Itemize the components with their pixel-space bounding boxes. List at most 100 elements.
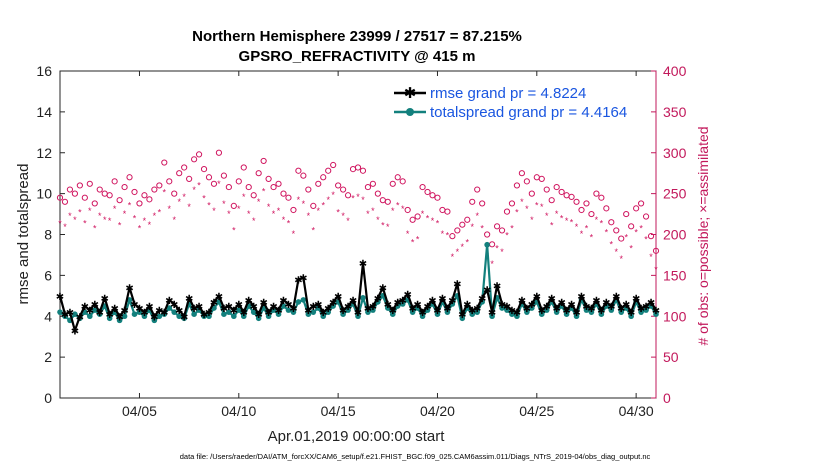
obs-assimilated-point: * — [83, 218, 87, 228]
x-tick-label: 04/25 — [519, 403, 554, 419]
totalspread-point — [106, 315, 113, 322]
obs-possible-point — [280, 190, 287, 197]
obs-possible-point — [479, 200, 486, 207]
totalspread-point — [166, 305, 173, 311]
obs-assimilated-point: * — [168, 204, 172, 214]
totalspread-point — [91, 307, 98, 313]
rmse-point: ✱ — [56, 292, 64, 303]
obs-possible-point — [628, 223, 635, 230]
rmse-point: ✱ — [309, 302, 317, 313]
rmse-point: ✱ — [622, 300, 630, 311]
obs-possible-point — [419, 183, 426, 191]
obs-possible-point — [91, 200, 98, 207]
obs-possible-point — [66, 186, 74, 193]
totalspread-point — [409, 309, 416, 315]
obs-assimilated-point: * — [113, 204, 117, 214]
obs-assimilated-point: * — [331, 190, 335, 200]
obs-assimilated-point: * — [153, 211, 157, 221]
totalspread-point — [275, 311, 282, 318]
obs-assimilated-point: * — [108, 216, 112, 226]
plot-area — [59, 70, 657, 399]
x-axis-label: Apr.01,2019 00:00:00 start — [268, 428, 446, 445]
rmse-point: ✱ — [86, 306, 94, 317]
obs-possible-point — [320, 174, 327, 181]
obs-possible-point — [623, 210, 630, 218]
obs-assimilated-point: * — [525, 204, 529, 214]
y-tick-label: 6 — [44, 267, 52, 283]
obs-possible-point — [86, 180, 93, 187]
obs-assimilated-point: * — [138, 223, 142, 233]
obs-assimilated-point: * — [192, 185, 196, 195]
obs-assimilated-point: * — [431, 216, 435, 226]
obs-possible-point — [399, 178, 406, 185]
obs-assimilated-point: * — [321, 201, 325, 211]
obs-possible-point — [76, 182, 83, 189]
obs-assimilated-point: * — [639, 223, 643, 233]
rmse-point: ✱ — [498, 300, 506, 311]
rmse-point: ✱ — [299, 273, 307, 284]
totalspread-point — [131, 311, 138, 318]
legend-spread-label: totalspread grand pr = 4.4164 — [430, 104, 627, 121]
obs-assimilated-point: * — [595, 215, 599, 225]
obs-assimilated-point: * — [282, 215, 286, 225]
obs-assimilated-point: * — [262, 186, 266, 196]
obs-possible-point — [518, 170, 526, 177]
rmse-point: ✱ — [548, 294, 556, 305]
obs-assimilated-point: * — [93, 223, 97, 233]
obs-possible-point — [647, 233, 655, 240]
totalspread-point — [57, 309, 63, 315]
rmse-point: ✱ — [508, 306, 516, 317]
rmse-point: ✱ — [359, 259, 367, 270]
totalspread-point — [250, 309, 257, 315]
obs-possible-point — [116, 197, 123, 204]
legend-spread-marker — [406, 108, 414, 116]
y-tick-label: 2 — [44, 349, 52, 365]
legend-rmse-marker: ✱ — [404, 85, 417, 102]
rmse-point: ✱ — [572, 308, 580, 319]
obs-assimilated-point: * — [98, 211, 102, 221]
rmse-point: ✱ — [543, 302, 551, 313]
obs-assimilated-point: * — [217, 179, 221, 189]
rmse-point: ✱ — [518, 296, 526, 307]
obs-assimilated-point: * — [272, 209, 276, 219]
obs-possible-point — [230, 202, 237, 209]
obs-assimilated-point: * — [182, 192, 186, 202]
obs-possible-point — [315, 180, 322, 187]
obs-assimilated-point: * — [222, 199, 226, 209]
obs-assimilated-point: * — [63, 222, 67, 232]
obs-possible-point — [578, 206, 585, 214]
obs-possible-point — [513, 182, 521, 189]
obs-assimilated-point: * — [629, 243, 633, 253]
obs-possible-point — [255, 170, 262, 177]
rmse-point: ✱ — [637, 304, 645, 315]
obs-possible-point — [141, 192, 148, 199]
obs-assimilated-point: * — [232, 225, 236, 235]
obs-possible-point — [354, 164, 362, 171]
obs-possible-point — [374, 190, 381, 197]
obs-possible-point — [409, 216, 416, 223]
obs-assimilated-point: * — [257, 197, 261, 207]
rmse-point: ✱ — [448, 296, 456, 307]
obs-assimilated-point: * — [302, 199, 306, 209]
rmse-point: ✱ — [91, 300, 99, 311]
y-tick-label: 0 — [44, 390, 52, 406]
obs-possible-point — [245, 183, 252, 191]
y-tick-label: 14 — [36, 104, 52, 120]
totalspread-point — [285, 307, 292, 313]
obs-possible-point — [235, 178, 242, 185]
obs-assimilated-point: * — [426, 213, 430, 223]
rmse-point: ✱ — [349, 296, 357, 307]
obs-possible-point — [484, 231, 491, 238]
obs-assimilated-point: * — [242, 192, 246, 202]
totalspread-point — [72, 311, 78, 318]
rmse-point: ✱ — [61, 310, 69, 321]
obs-possible-point — [598, 194, 605, 201]
obs-possible-point — [414, 213, 421, 220]
totalspread-point — [255, 315, 262, 322]
chart-title-line1: Northern Hemisphere 23999 / 27517 = 87.2… — [192, 28, 522, 45]
obs-assimilated-point: * — [237, 204, 241, 214]
obs-assimilated-point: * — [421, 209, 425, 219]
totalspread-point — [226, 309, 232, 315]
obs-assimilated-point: * — [297, 195, 301, 205]
obs-possible-point — [161, 159, 168, 166]
